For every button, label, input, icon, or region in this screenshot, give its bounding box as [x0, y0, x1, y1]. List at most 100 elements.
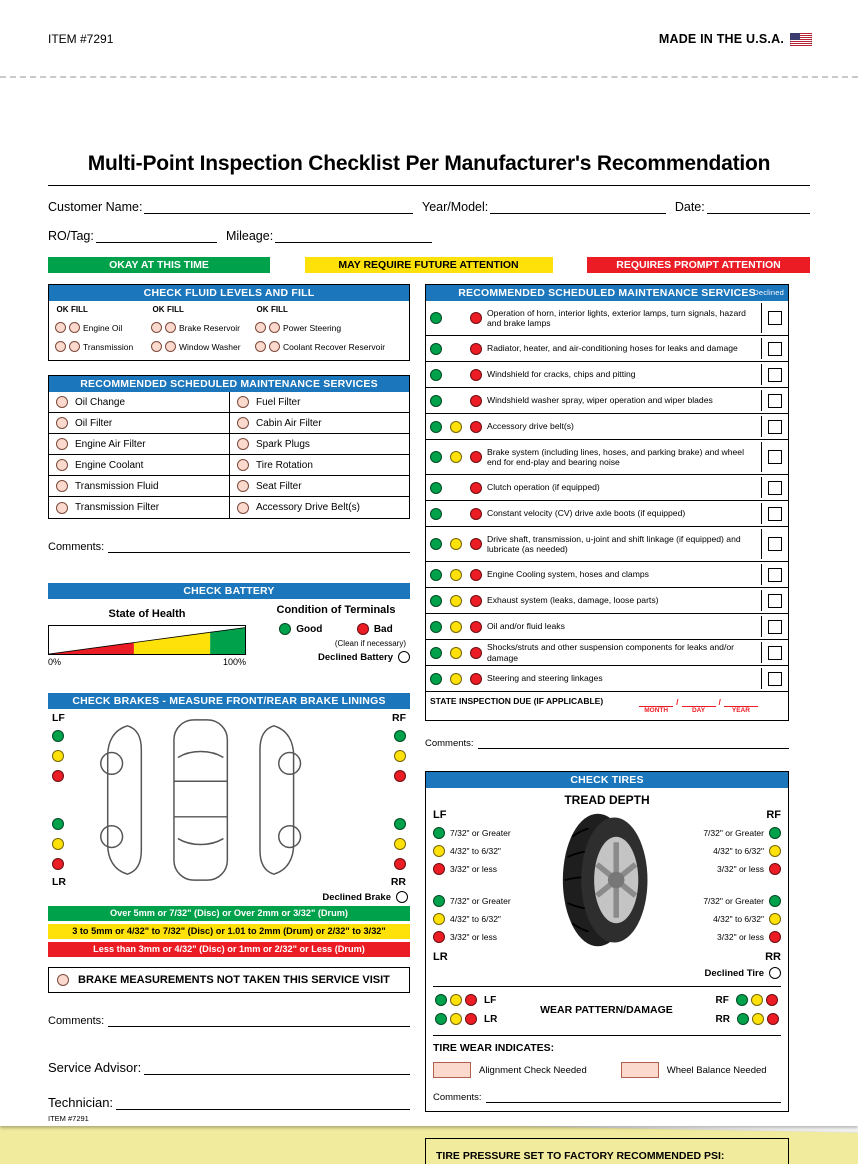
battery-health-gauge[interactable]	[48, 625, 246, 655]
green-circle[interactable]	[430, 672, 442, 685]
green-circle[interactable]	[435, 1013, 447, 1025]
green-circle[interactable]	[430, 420, 442, 433]
service-circle[interactable]	[56, 480, 68, 492]
year-model-field[interactable]	[490, 198, 666, 214]
yellow-circle[interactable]	[450, 538, 462, 550]
service-circle[interactable]	[237, 417, 249, 429]
declined-checkbox[interactable]	[768, 480, 782, 495]
service-circle[interactable]	[237, 459, 249, 471]
yellow-circle[interactable]	[450, 451, 462, 463]
yellow-circle[interactable]	[450, 672, 462, 685]
customer-name-field[interactable]	[144, 198, 414, 214]
declined-checkbox[interactable]	[768, 645, 782, 660]
comments-field[interactable]	[108, 537, 410, 553]
declined-checkbox[interactable]	[768, 593, 782, 608]
red-circle[interactable]	[433, 931, 445, 943]
yellow-circle[interactable]	[52, 838, 64, 850]
red-circle[interactable]	[765, 994, 778, 1006]
inspection-day-field[interactable]: DAY	[681, 696, 716, 714]
ok-circle[interactable]	[151, 341, 162, 352]
service-circle[interactable]	[56, 438, 68, 450]
green-circle[interactable]	[769, 895, 781, 907]
yellow-circle[interactable]	[52, 750, 64, 762]
service-circle[interactable]	[56, 396, 68, 408]
yellow-circle[interactable]	[769, 913, 781, 925]
technician-field[interactable]	[116, 1094, 410, 1110]
service-circle[interactable]	[237, 480, 249, 492]
green-circle[interactable]	[737, 1013, 749, 1025]
green-circle[interactable]	[52, 730, 64, 742]
service-circle[interactable]	[56, 501, 68, 514]
service-advisor-field[interactable]	[144, 1059, 410, 1075]
yellow-circle[interactable]	[752, 1013, 764, 1025]
red-circle[interactable]	[394, 858, 406, 870]
red-circle[interactable]	[433, 863, 445, 875]
yellow-circle[interactable]	[433, 845, 445, 857]
red-circle[interactable]	[394, 770, 406, 782]
green-circle[interactable]	[735, 994, 748, 1006]
fill-circle[interactable]	[269, 322, 280, 333]
ro-tag-field[interactable]	[95, 227, 217, 243]
comments-field[interactable]	[485, 1090, 781, 1103]
ok-circle[interactable]	[55, 322, 66, 333]
red-circle[interactable]	[769, 863, 781, 875]
yellow-circle[interactable]	[750, 994, 763, 1006]
green-circle[interactable]	[430, 646, 442, 659]
inspection-year-field[interactable]: YEAR	[723, 696, 758, 714]
yellow-circle[interactable]	[433, 913, 445, 925]
green-circle[interactable]	[430, 538, 442, 550]
red-circle[interactable]	[52, 770, 64, 782]
red-circle[interactable]	[356, 623, 369, 635]
fill-circle[interactable]	[165, 341, 176, 352]
declined-checkbox[interactable]	[768, 506, 782, 521]
red-circle[interactable]	[470, 646, 482, 659]
red-circle[interactable]	[470, 672, 482, 685]
declined-brake-circle[interactable]	[396, 891, 408, 903]
green-circle[interactable]	[430, 481, 442, 494]
red-circle[interactable]	[465, 1013, 477, 1025]
declined-battery-circle[interactable]	[398, 651, 410, 663]
comments-field[interactable]	[477, 733, 789, 749]
brake-not-taken-circle[interactable]	[57, 974, 69, 986]
declined-checkbox[interactable]	[768, 450, 782, 464]
yellow-circle[interactable]	[450, 1013, 462, 1025]
green-circle[interactable]	[430, 568, 442, 581]
red-circle[interactable]	[470, 312, 482, 324]
yellow-circle[interactable]	[450, 646, 462, 659]
yellow-circle[interactable]	[450, 568, 462, 581]
ok-circle[interactable]	[55, 341, 66, 352]
yellow-circle[interactable]	[450, 420, 462, 433]
fill-circle[interactable]	[269, 341, 280, 352]
date-field[interactable]	[706, 198, 811, 214]
declined-checkbox[interactable]	[768, 537, 782, 551]
yellow-circle[interactable]	[450, 594, 462, 607]
green-circle[interactable]	[394, 730, 406, 742]
declined-checkbox[interactable]	[768, 311, 782, 325]
declined-checkbox[interactable]	[768, 341, 782, 356]
green-circle[interactable]	[430, 620, 442, 633]
red-circle[interactable]	[465, 994, 477, 1006]
declined-checkbox[interactable]	[768, 419, 782, 434]
green-circle[interactable]	[394, 818, 406, 830]
red-circle[interactable]	[470, 594, 482, 607]
ok-circle[interactable]	[255, 341, 266, 352]
green-circle[interactable]	[52, 818, 64, 830]
red-circle[interactable]	[52, 858, 64, 870]
green-circle[interactable]	[430, 394, 442, 407]
fill-circle[interactable]	[69, 322, 80, 333]
green-circle[interactable]	[430, 594, 442, 607]
red-circle[interactable]	[470, 368, 482, 381]
red-circle[interactable]	[470, 342, 482, 355]
green-circle[interactable]	[430, 368, 442, 381]
red-circle[interactable]	[767, 1013, 779, 1025]
declined-checkbox[interactable]	[768, 393, 782, 408]
service-circle[interactable]	[56, 459, 68, 471]
fill-circle[interactable]	[165, 322, 176, 333]
red-circle[interactable]	[470, 568, 482, 581]
red-circle[interactable]	[769, 931, 781, 943]
green-circle[interactable]	[769, 827, 781, 839]
yellow-circle[interactable]	[394, 838, 406, 850]
red-circle[interactable]	[470, 420, 482, 433]
red-circle[interactable]	[470, 451, 482, 463]
green-circle[interactable]	[433, 895, 445, 907]
